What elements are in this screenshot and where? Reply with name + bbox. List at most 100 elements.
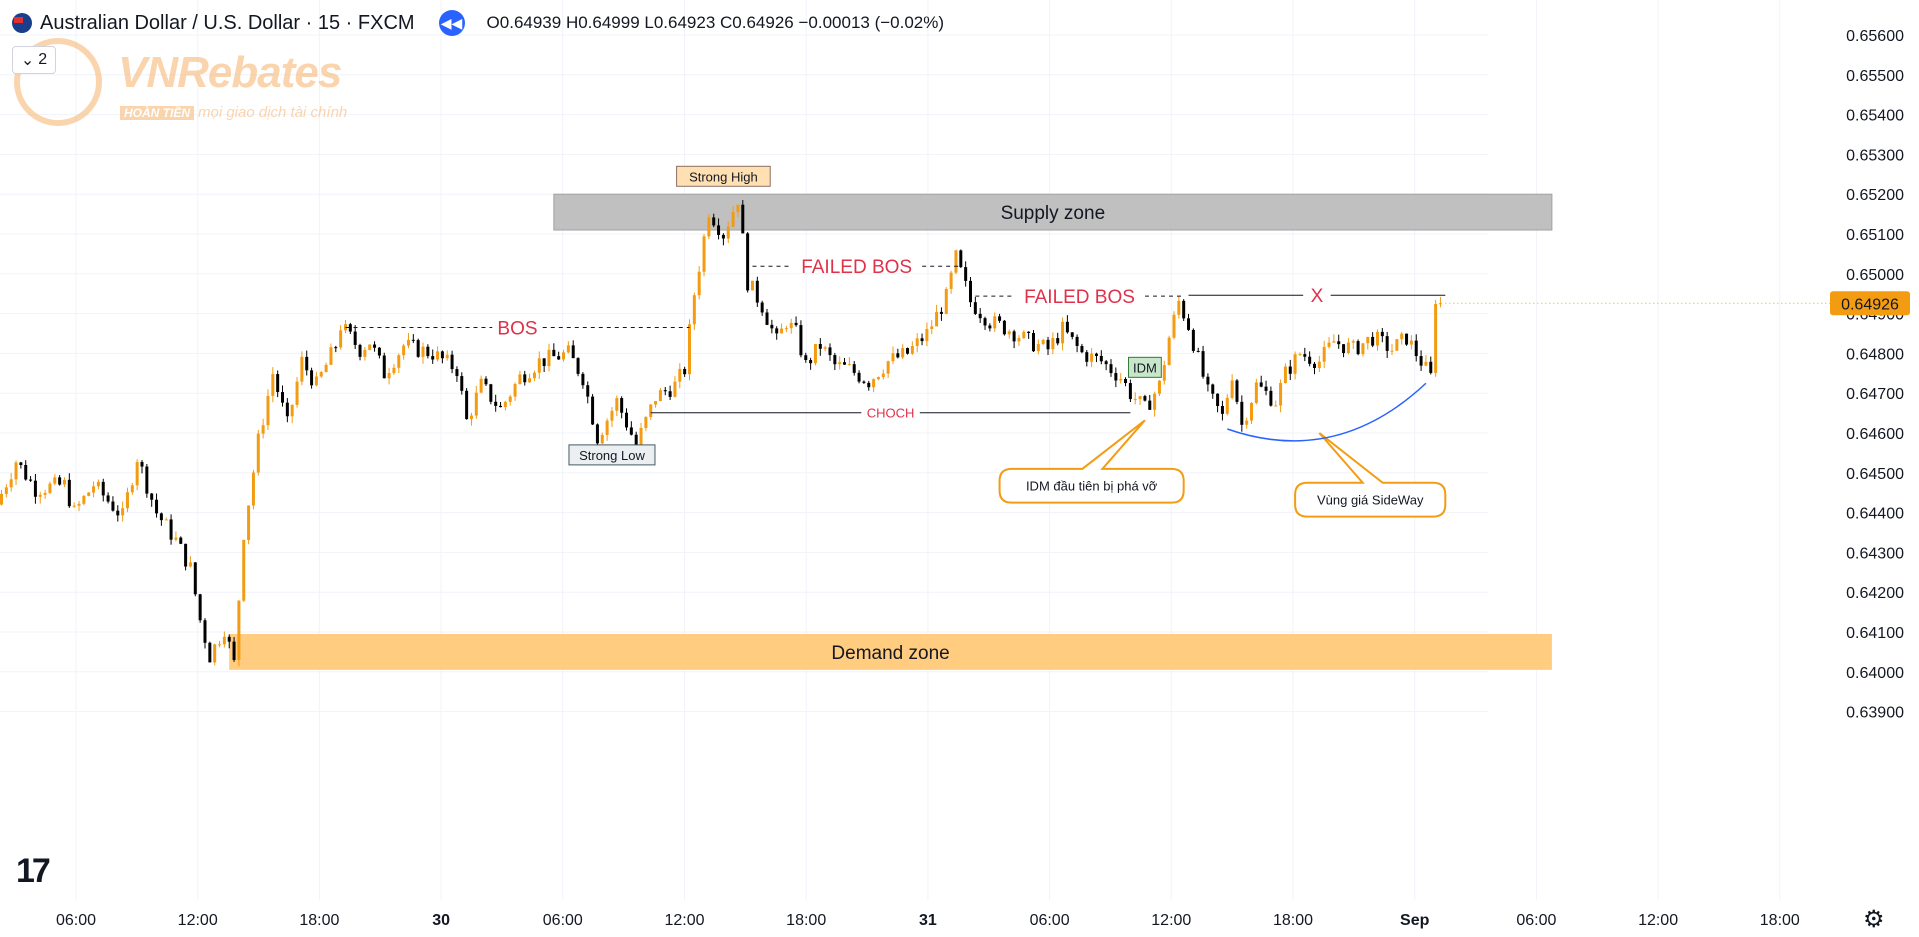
candle-body bbox=[862, 381, 866, 383]
candle-body bbox=[111, 501, 115, 511]
time-tick-label: 06:00 bbox=[56, 912, 96, 929]
candle-body bbox=[295, 381, 299, 405]
gear-icon[interactable]: ⚙ bbox=[1863, 906, 1885, 933]
candle-body bbox=[116, 510, 120, 516]
candle-body bbox=[687, 324, 691, 375]
candle-body bbox=[1327, 342, 1331, 347]
candle-body bbox=[1216, 393, 1220, 407]
candle-body bbox=[1031, 332, 1035, 352]
candle-body bbox=[610, 410, 614, 421]
candle-body bbox=[276, 374, 280, 393]
candle-body bbox=[62, 479, 66, 485]
candle-body bbox=[469, 415, 473, 420]
candle-body bbox=[726, 226, 730, 239]
candle-body bbox=[683, 368, 687, 375]
candle-body bbox=[1012, 331, 1016, 342]
candle-body bbox=[1312, 363, 1316, 368]
candle-body bbox=[1206, 376, 1210, 385]
point-label-text: IDM bbox=[1133, 360, 1157, 375]
candle-body bbox=[130, 485, 134, 493]
candle-body bbox=[906, 348, 910, 354]
candle-body bbox=[707, 217, 711, 237]
candle-body bbox=[755, 280, 759, 303]
candle-body bbox=[339, 330, 343, 348]
supply-zone bbox=[553, 193, 1553, 231]
candle-body bbox=[1308, 356, 1312, 364]
candle-body bbox=[1380, 331, 1384, 337]
candle-body bbox=[959, 250, 963, 268]
time-tick-label: 18:00 bbox=[1760, 912, 1800, 929]
candle-body bbox=[271, 374, 275, 396]
candle-body bbox=[188, 562, 192, 567]
indicators-collapse-button[interactable]: ⌄ 2 bbox=[12, 46, 56, 74]
candle-body bbox=[489, 384, 493, 402]
watermark-tagline-text: mọi giao dịch tài chính bbox=[198, 104, 348, 121]
candle-body bbox=[518, 374, 522, 384]
point-label-box bbox=[1128, 356, 1162, 378]
replay-rewind-icon[interactable]: ◀◀ bbox=[438, 10, 465, 36]
price-tick-label: 0.65400 bbox=[1846, 108, 1904, 125]
candle-body bbox=[1177, 300, 1181, 315]
candle-body bbox=[101, 481, 105, 496]
candle-body bbox=[1051, 338, 1055, 350]
candle-body bbox=[542, 358, 546, 366]
candle-body bbox=[440, 351, 444, 359]
symbol-title[interactable]: Australian Dollar / U.S. Dollar · 15 · F… bbox=[40, 11, 415, 34]
candle-body bbox=[813, 344, 817, 364]
candle-body bbox=[450, 354, 454, 370]
candle-body bbox=[82, 495, 86, 504]
candle-body bbox=[1114, 373, 1118, 381]
candle-body bbox=[1080, 346, 1084, 353]
candle-body bbox=[1400, 333, 1404, 340]
candle-body bbox=[1390, 350, 1394, 352]
candle-body bbox=[155, 499, 159, 514]
candle-body bbox=[775, 328, 779, 334]
candle-body bbox=[290, 404, 294, 417]
candle-body bbox=[513, 383, 517, 397]
candle-body bbox=[595, 424, 599, 444]
candle-body bbox=[881, 373, 885, 378]
candle-body bbox=[857, 372, 861, 382]
candle-body bbox=[1342, 344, 1346, 354]
candle-body bbox=[87, 492, 91, 496]
tradingview-logo[interactable]: 17 bbox=[16, 852, 51, 890]
candle-body bbox=[1375, 331, 1379, 346]
candle-body bbox=[1269, 390, 1273, 406]
candle-body bbox=[658, 390, 662, 402]
candle-body bbox=[852, 364, 856, 373]
candle-body bbox=[954, 250, 958, 273]
candle-body bbox=[377, 347, 381, 356]
time-tick-label: 06:00 bbox=[1030, 912, 1070, 929]
chevron-down-icon: ⌄ bbox=[20, 52, 35, 69]
candle-body bbox=[1405, 333, 1409, 345]
candle-body bbox=[1303, 354, 1307, 357]
candle-body bbox=[988, 325, 992, 329]
candle-body bbox=[1346, 342, 1350, 354]
candle-body bbox=[591, 396, 595, 425]
candle-body bbox=[1240, 401, 1244, 425]
candle-body bbox=[891, 353, 895, 362]
candle-body bbox=[1211, 384, 1215, 394]
candle-body bbox=[1070, 332, 1074, 337]
candle-body bbox=[1022, 331, 1026, 339]
candle-body bbox=[1148, 400, 1152, 410]
candle-body bbox=[838, 362, 842, 365]
candle-body bbox=[508, 396, 512, 402]
candle-body bbox=[266, 395, 270, 426]
candle-body bbox=[629, 427, 633, 435]
candle-body bbox=[1056, 338, 1060, 344]
candle-body bbox=[29, 479, 33, 481]
candle-body bbox=[53, 477, 57, 484]
candle-body bbox=[654, 401, 658, 405]
candle-body bbox=[1036, 344, 1040, 352]
candle-body bbox=[668, 391, 672, 397]
candle-body bbox=[159, 513, 163, 521]
time-tick-label: 12:00 bbox=[1638, 912, 1678, 929]
callout-text: Vùng giá SideWay bbox=[1317, 493, 1424, 508]
candle-body bbox=[1298, 354, 1302, 356]
candle-body bbox=[135, 461, 139, 486]
candle-body bbox=[1191, 329, 1195, 351]
line-label: BOS bbox=[497, 318, 537, 339]
time-tick-label: 18:00 bbox=[786, 912, 826, 929]
